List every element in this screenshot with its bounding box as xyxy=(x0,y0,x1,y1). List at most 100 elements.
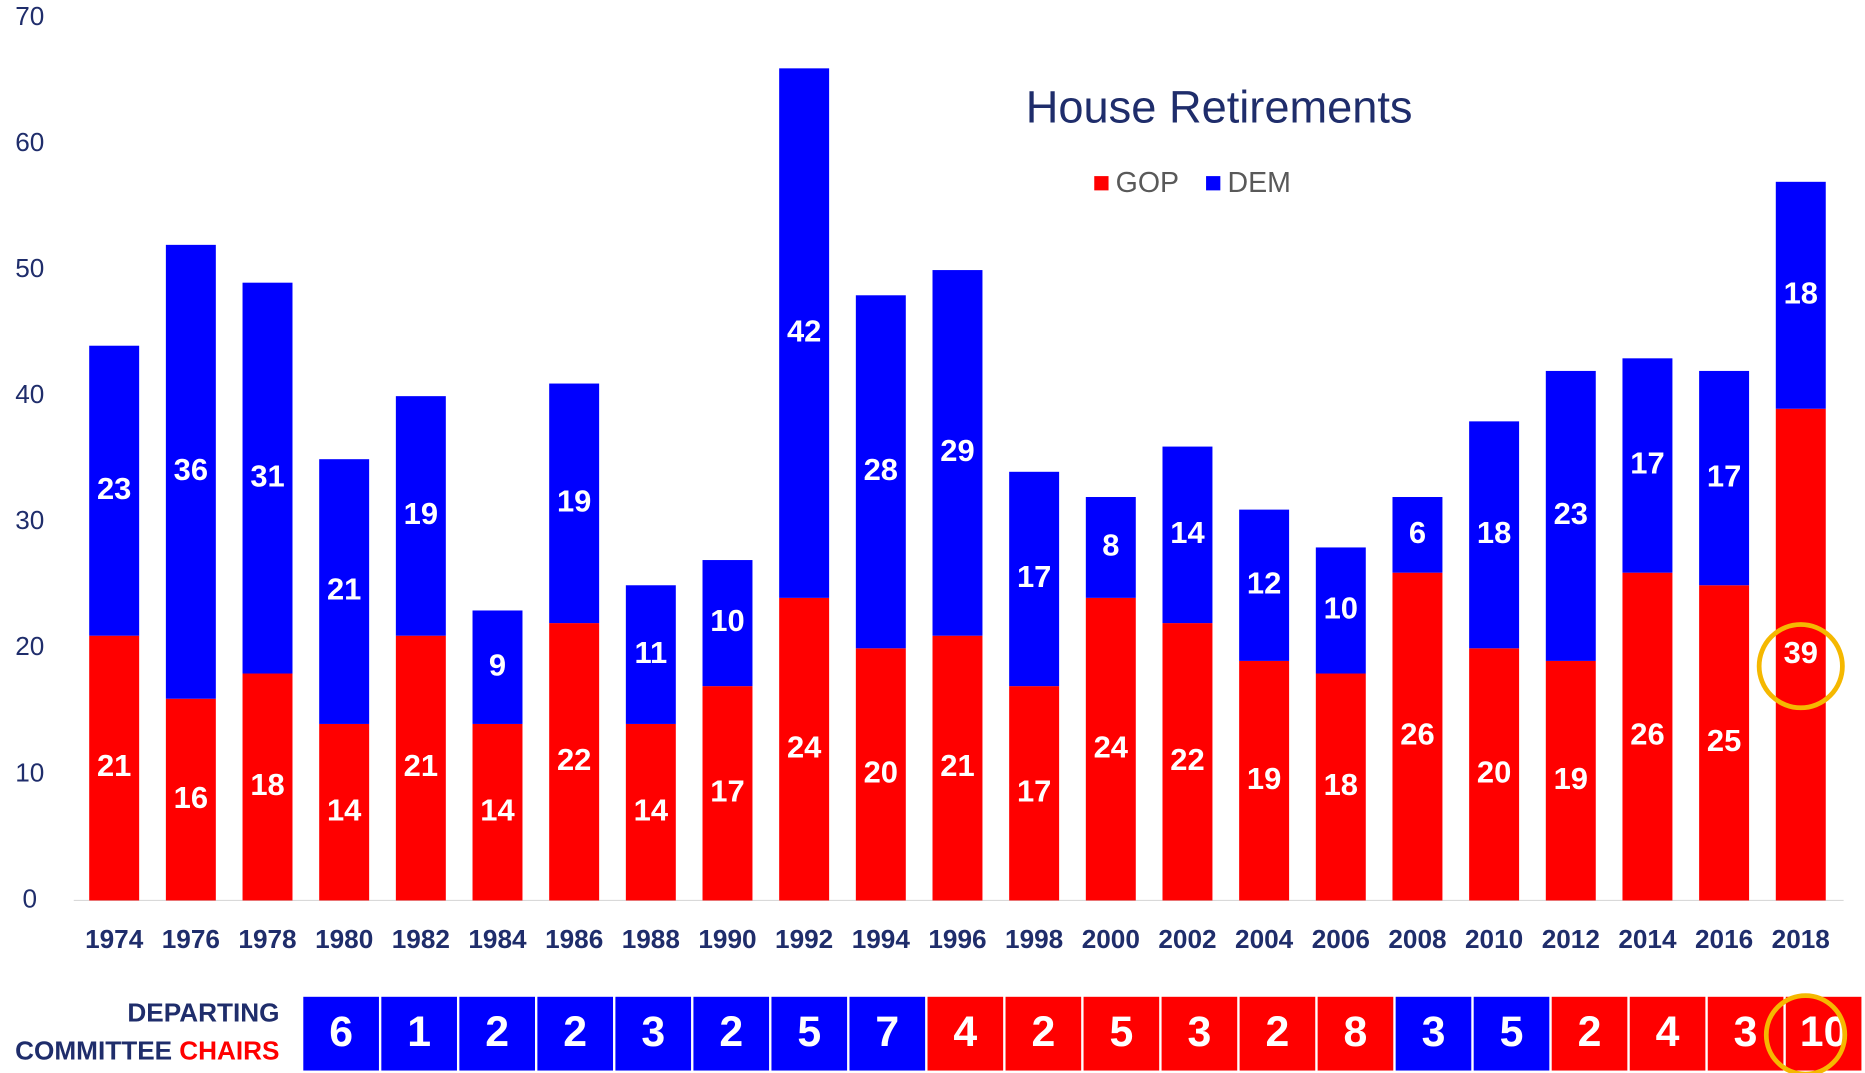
chair-box xyxy=(1551,996,1628,1071)
legend-label: DEM xyxy=(1227,167,1290,199)
chair-box xyxy=(849,996,926,1071)
chair-count: 3 xyxy=(1734,1008,1758,1056)
x-tick-label: 2004 xyxy=(1235,924,1294,954)
bar-segment xyxy=(472,610,523,724)
x-tick-label: 2012 xyxy=(1542,924,1600,954)
x-tick-label: 2006 xyxy=(1312,924,1370,954)
x-tick-label: 1992 xyxy=(775,924,833,954)
y-tick-label: 0 xyxy=(22,883,37,913)
bar-segment xyxy=(1009,471,1060,687)
chair-count: 4 xyxy=(1656,1008,1680,1056)
x-tick-label: 1998 xyxy=(1005,924,1063,954)
value-label: 26 xyxy=(1630,717,1664,752)
bar-segment xyxy=(779,68,830,598)
value-label: 25 xyxy=(1707,723,1741,758)
bar-segment xyxy=(625,585,676,724)
x-tick-label: 1986 xyxy=(545,924,603,954)
bar-segment xyxy=(855,648,906,901)
x-tick-label: 1994 xyxy=(852,924,911,954)
bar-segment xyxy=(625,723,676,901)
x-tick-label: 1982 xyxy=(392,924,450,954)
highlight-circle xyxy=(1763,993,1848,1073)
value-label: 28 xyxy=(864,452,898,487)
value-label: 17 xyxy=(710,773,744,808)
y-tick-label: 30 xyxy=(15,505,44,535)
value-label: 18 xyxy=(1477,515,1511,550)
x-tick-label: 1984 xyxy=(468,924,527,954)
bar-segment xyxy=(855,295,906,649)
x-tick-label: 1978 xyxy=(238,924,296,954)
bar-segment xyxy=(549,383,600,624)
chair-box xyxy=(771,996,848,1071)
bar-segment xyxy=(549,623,600,901)
value-label: 31 xyxy=(250,458,284,493)
x-tick-label: 2002 xyxy=(1158,924,1216,954)
value-label: 19 xyxy=(1247,761,1281,796)
x-tick-label: 1980 xyxy=(315,924,373,954)
x-tick-label: 1974 xyxy=(85,924,144,954)
bar-segment xyxy=(165,698,216,901)
chair-count: 8 xyxy=(1344,1008,1368,1056)
x-tick-label: 1996 xyxy=(928,924,986,954)
y-tick-label: 50 xyxy=(15,253,44,283)
bar-segment xyxy=(1315,547,1366,674)
chairs-label: CHAIRS xyxy=(179,1036,279,1066)
value-label: 21 xyxy=(404,748,438,783)
chair-count: 2 xyxy=(1031,1008,1055,1056)
bar-segment xyxy=(702,686,753,901)
value-label: 17 xyxy=(1630,446,1664,481)
chair-count: 4 xyxy=(953,1008,977,1056)
x-tick-label: 1976 xyxy=(162,924,220,954)
value-label: 10 xyxy=(1324,591,1358,626)
bar-segment xyxy=(319,723,370,901)
chair-box xyxy=(1083,996,1160,1071)
bar-segment xyxy=(1545,370,1596,661)
value-label: 26 xyxy=(1400,717,1434,752)
value-label: 23 xyxy=(97,471,131,506)
legend-swatch xyxy=(1094,176,1109,191)
value-label: 18 xyxy=(250,767,284,802)
chair-count: 5 xyxy=(1500,1008,1524,1056)
x-tick-label: 2008 xyxy=(1388,924,1446,954)
plot: 0102030405060702123197416361976183119781… xyxy=(15,1,1862,1071)
value-label: 6 xyxy=(1409,515,1426,550)
chair-box xyxy=(459,996,535,1071)
bar-segment xyxy=(472,723,523,901)
x-tick-label: 1988 xyxy=(622,924,680,954)
chair-box xyxy=(927,996,1004,1071)
chair-count: 7 xyxy=(875,1008,899,1056)
bar-segment xyxy=(1545,660,1596,901)
value-label: 11 xyxy=(634,635,667,670)
bar-segment xyxy=(1162,623,1213,901)
bar-segment xyxy=(1085,497,1136,598)
bar-segment xyxy=(242,673,293,901)
bar-segment xyxy=(1699,585,1750,901)
bar-segment xyxy=(395,635,446,901)
bar-segment xyxy=(932,635,983,901)
value-label: 17 xyxy=(1707,458,1741,493)
chair-count: 1 xyxy=(407,1008,431,1056)
value-label: 17 xyxy=(1017,559,1051,594)
value-label: 12 xyxy=(1247,565,1281,600)
chair-count: 3 xyxy=(1187,1008,1211,1056)
y-tick-label: 40 xyxy=(15,379,44,409)
bar-segment xyxy=(395,396,446,636)
chair-box xyxy=(1707,996,1784,1071)
chair-box xyxy=(615,996,692,1071)
bar-segment xyxy=(779,597,830,901)
chair-box xyxy=(1239,996,1316,1071)
value-label: 24 xyxy=(1094,729,1129,764)
chair-count: 2 xyxy=(1578,1008,1602,1056)
value-label: 19 xyxy=(404,496,438,531)
chair-count: 3 xyxy=(1422,1008,1446,1056)
value-label: 20 xyxy=(864,755,898,790)
x-tick-label: 1990 xyxy=(698,924,756,954)
chair-count: 6 xyxy=(329,1008,353,1056)
bar-segment xyxy=(319,459,370,724)
bar-segment xyxy=(89,635,140,901)
value-label: 14 xyxy=(327,792,362,827)
bar-segment xyxy=(242,282,293,674)
chair-box xyxy=(1317,996,1394,1071)
bar-segment xyxy=(1085,597,1136,901)
